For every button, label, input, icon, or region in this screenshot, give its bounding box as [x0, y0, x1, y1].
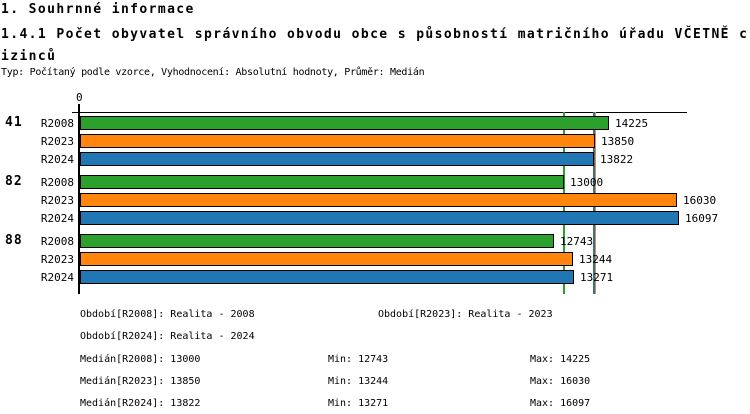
bar-88-r2024 [80, 270, 574, 284]
bar-41-r2023 [80, 134, 595, 148]
legend-max-r2024: Max: 16097 [530, 398, 591, 409]
x-axis-zero-tick-label: 0 [76, 91, 83, 104]
legend-period-r2008: Období[R2008]: Realita - 2008 [80, 309, 255, 320]
row-label-r2023: R2023 [40, 194, 74, 207]
bar-82-r2023 [80, 193, 677, 207]
bar-chart: 0 41 R2008 14225 R2023 13850 R2024 13822 82 R200… [5, 91, 719, 294]
legend-period-r2023: Období[R2023]: Realita - 2023 [378, 309, 553, 320]
value-label-82-r2008: 13000 [570, 176, 604, 189]
legend-median-r2023: Medián[R2023]: 13850 [80, 376, 201, 387]
bar-41-r2024 [80, 152, 594, 166]
bar-88-r2023 [80, 252, 573, 266]
legend-median-r2024: Medián[R2024]: 13822 [80, 398, 201, 409]
bar-41-r2008 [80, 116, 609, 130]
x-axis-top-line [72, 112, 687, 113]
bar-82-r2008 [80, 175, 564, 189]
value-label-88-r2008: 12743 [560, 235, 594, 248]
value-label-82-r2024: 16097 [685, 212, 719, 225]
legend-median-r2008: Medián[R2008]: 13000 [80, 354, 201, 365]
row-label-r2024: R2024 [40, 153, 74, 166]
value-label-41-r2008: 14225 [615, 117, 649, 130]
group-label-88: 88 [5, 233, 23, 248]
legend-max-r2023: Max: 16030 [530, 376, 591, 387]
value-label-41-r2024: 13822 [600, 153, 634, 166]
row-label-r2008: R2008 [40, 235, 74, 248]
y-axis-line [78, 104, 80, 294]
chart-meta-line: Typ: Počítaný podle vzorce, Vyhodnocení:… [1, 67, 425, 78]
legend-min-r2024: Min: 13271 [328, 398, 389, 409]
legend-min-r2023: Min: 13244 [328, 376, 389, 387]
legend-period-r2024: Období[R2024]: Realita - 2024 [80, 331, 255, 342]
value-label-88-r2023: 13244 [579, 253, 613, 266]
section-title: 1. Souhrnné informace [1, 2, 195, 17]
row-label-r2008: R2008 [40, 176, 74, 189]
row-label-r2024: R2024 [40, 212, 74, 225]
legend-max-r2008: Max: 14225 [530, 354, 591, 365]
row-label-r2008: R2008 [40, 117, 74, 130]
chart-title: 1.4.1 Počet obyvatel správního obvodu ob… [1, 27, 749, 64]
value-label-41-r2023: 13850 [601, 135, 635, 148]
value-label-82-r2023: 16030 [683, 194, 717, 207]
value-label-88-r2024: 13271 [580, 271, 614, 284]
group-label-41: 41 [5, 115, 23, 130]
bar-82-r2024 [80, 211, 679, 225]
row-label-r2023: R2023 [40, 135, 74, 148]
group-label-82: 82 [5, 174, 23, 189]
row-label-r2024: R2024 [40, 271, 74, 284]
bar-88-r2008 [80, 234, 554, 248]
row-label-r2023: R2023 [40, 253, 74, 266]
legend-min-r2008: Min: 12743 [328, 354, 389, 365]
